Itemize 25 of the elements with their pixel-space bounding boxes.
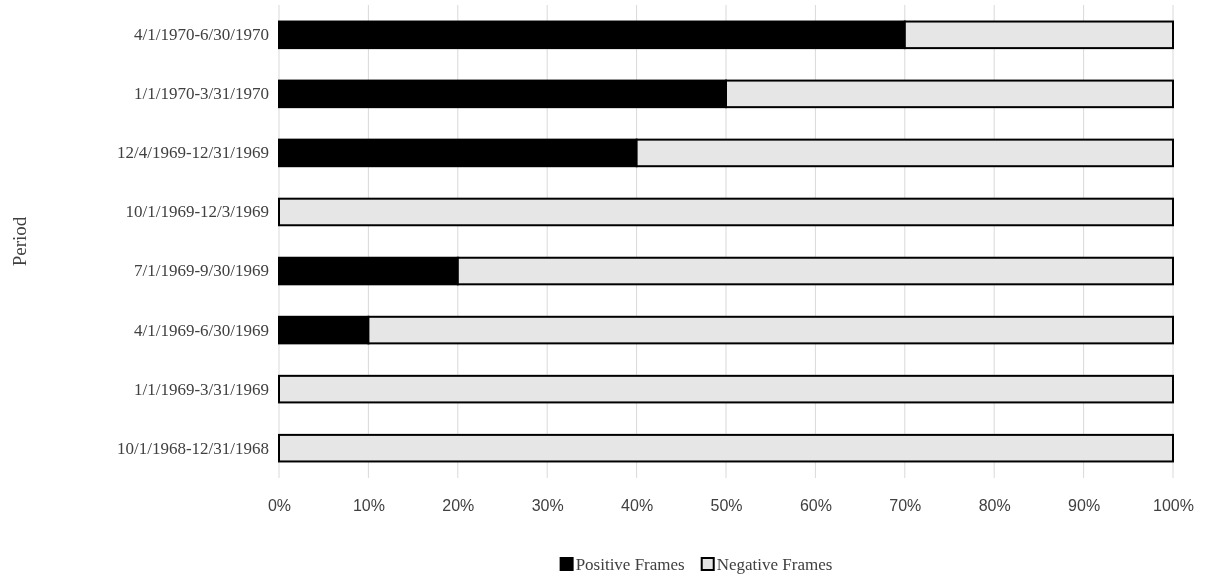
y-tick-label: 7/1/1969-9/30/1969	[133, 261, 269, 281]
y-tick-label: 4/1/1970-6/30/1970	[133, 25, 269, 45]
x-tick-label: 50%	[710, 497, 743, 514]
x-tick-label: 0%	[267, 497, 292, 514]
x-tick-label: 20%	[442, 497, 475, 514]
x-tick-label: 10%	[352, 497, 385, 514]
y-tick-label: 12/4/1969-12/31/1969	[116, 143, 269, 163]
bar	[278, 374, 1174, 404]
x-tick-label: 30%	[531, 497, 564, 514]
x-tick-label: 60%	[799, 497, 832, 514]
x-tick-label: 80%	[978, 497, 1011, 514]
bar	[278, 433, 1174, 463]
y-tick-label: 1/1/1970-3/31/1970	[133, 84, 269, 104]
x-tick-label: 100%	[1153, 497, 1194, 514]
legend-label: Negative Frames	[716, 555, 833, 574]
x-tick-label: 90%	[1068, 497, 1101, 514]
x-tick-label: 40%	[621, 497, 654, 514]
y-tick-label: 4/1/1969-6/30/1969	[133, 320, 269, 340]
x-tick-label: 70%	[889, 497, 922, 514]
y-tick-label: 10/1/1969-12/3/1969	[125, 202, 269, 222]
legend-label: Positive Frames	[575, 555, 685, 574]
bar	[278, 197, 1174, 227]
y-axis-title: Period	[9, 216, 30, 267]
y-tick-label: 10/1/1968-12/31/1968	[116, 438, 269, 458]
y-tick-label: 1/1/1969-3/31/1969	[133, 379, 269, 399]
